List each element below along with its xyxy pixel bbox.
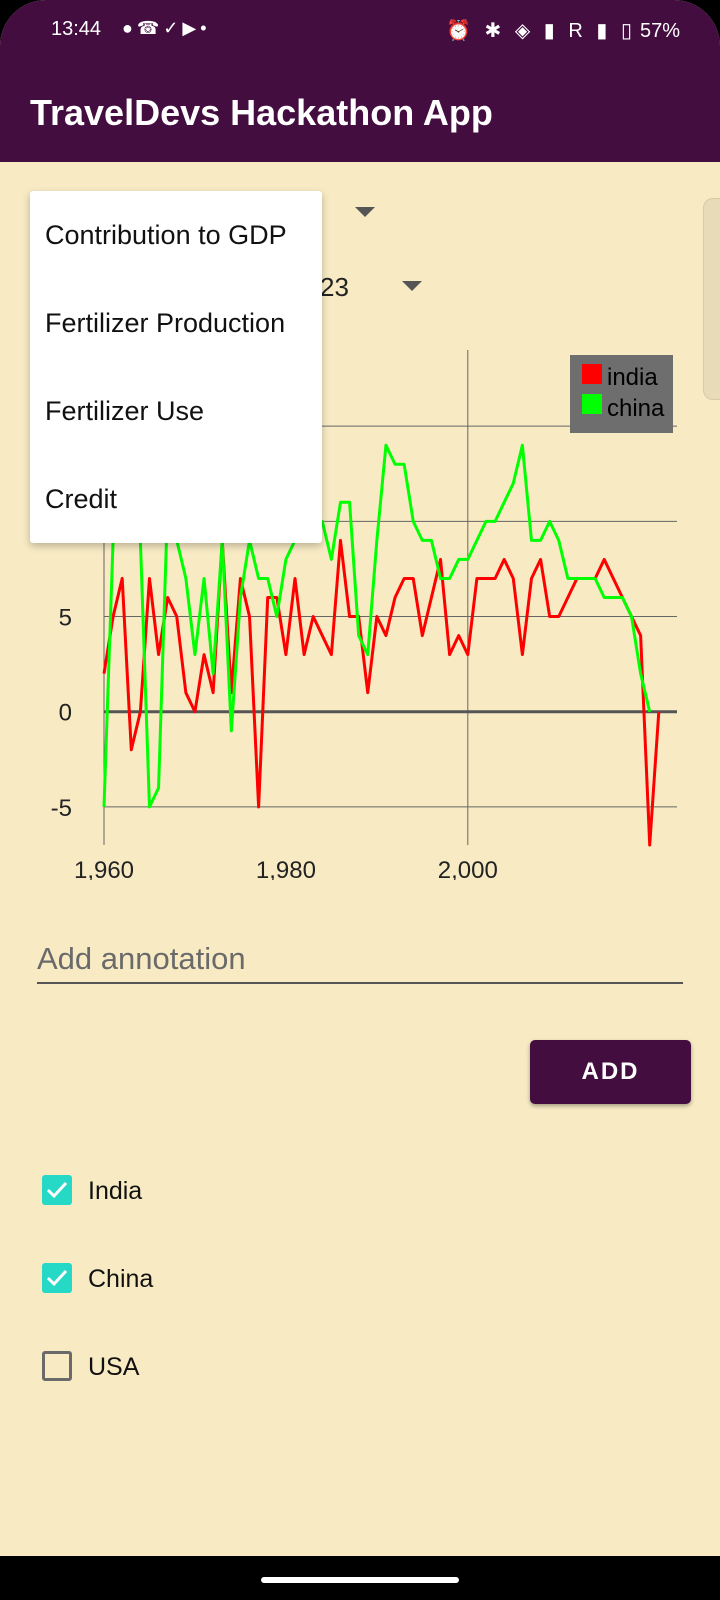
india-checkbox[interactable] bbox=[42, 1175, 72, 1205]
scrollbar[interactable] bbox=[703, 198, 720, 400]
spinner-arrow-icon[interactable] bbox=[355, 207, 375, 217]
add-button[interactable]: ADD bbox=[530, 1040, 691, 1104]
china-checkbox-label[interactable]: China bbox=[88, 1265, 154, 1293]
signal-icon: ▮ bbox=[543, 20, 555, 42]
usa-checkbox-label[interactable]: USA bbox=[88, 1353, 140, 1381]
check-circle-icon: ✓ bbox=[163, 18, 183, 38]
menu-item-contribution-gdp[interactable]: Contribution to GDP bbox=[45, 220, 287, 250]
check-icon bbox=[46, 1269, 68, 1287]
legend-label-india: india bbox=[607, 364, 658, 391]
legend-label-china: china bbox=[607, 395, 665, 422]
status-right: ⏰ ✱ ◈ ▮ R ▮ ▯ 57% bbox=[438, 18, 680, 43]
wifi-icon: ◈ bbox=[514, 20, 531, 42]
spinner-value[interactable]: 23 bbox=[320, 272, 349, 302]
notification-icons: ●☎✓▶• bbox=[122, 18, 211, 39]
x-tick-label: 1,960 bbox=[74, 857, 134, 880]
usa-checkbox[interactable] bbox=[42, 1351, 72, 1381]
alarm-icon: ⏰ bbox=[446, 20, 471, 42]
dropdown-menu: Contribution to GDP Fertilizer Productio… bbox=[30, 191, 322, 543]
home-gesture-bar[interactable] bbox=[261, 1577, 459, 1583]
roaming-indicator: R bbox=[568, 20, 583, 42]
y-tick-label: 0 bbox=[59, 700, 72, 727]
chart-legend: india china bbox=[570, 355, 673, 433]
x-tick-label: 1,980 bbox=[256, 857, 316, 880]
menu-item-credit[interactable]: Credit bbox=[45, 484, 118, 514]
status-time: 13:44 bbox=[51, 18, 102, 40]
whatsapp-icon: ☎ bbox=[136, 18, 164, 38]
india-checkbox-label[interactable]: India bbox=[88, 1177, 143, 1205]
status-bar: 13:44 ●☎✓▶• ⏰ ✱ ◈ ▮ R ▮ ▯ 57% bbox=[0, 12, 720, 52]
check-icon bbox=[46, 1181, 68, 1199]
legend-swatch-china bbox=[582, 394, 602, 414]
youtube-icon: ▶ bbox=[182, 18, 201, 38]
line-chart: 5 0 -5 1,960 1,980 2,000 india china bbox=[51, 350, 677, 880]
china-checkbox[interactable] bbox=[42, 1263, 72, 1293]
app-frame: 13:44 ●☎✓▶• ⏰ ✱ ◈ ▮ R ▮ ▯ 57% TravelDevs … bbox=[0, 0, 720, 1556]
legend-swatch-india bbox=[582, 364, 602, 384]
spinner-arrow-icon-2[interactable] bbox=[402, 281, 422, 291]
series-line-china bbox=[102, 443, 652, 809]
menu-item-fertilizer-use[interactable]: Fertilizer Use bbox=[45, 396, 205, 426]
y-tick-labels: 5 0 -5 bbox=[51, 605, 72, 822]
battery-icon: ▯ bbox=[620, 20, 632, 42]
dot-icon: • bbox=[200, 18, 211, 38]
y-tick-label: 5 bbox=[59, 605, 72, 632]
x-tick-labels: 1,960 1,980 2,000 bbox=[74, 857, 498, 880]
battery-level: 57% bbox=[639, 20, 680, 42]
x-tick-label: 2,000 bbox=[438, 857, 498, 880]
series-line-india bbox=[102, 538, 661, 847]
app-bar bbox=[0, 0, 720, 162]
page-title: TravelDevs Hackathon App bbox=[30, 92, 493, 133]
navigation-bar bbox=[0, 1556, 720, 1600]
menu-item-fertilizer-production[interactable]: Fertilizer Production bbox=[45, 308, 286, 338]
bluetooth-icon: ✱ bbox=[484, 20, 502, 42]
signal-icon-2: ▮ bbox=[596, 20, 608, 42]
chart-lines bbox=[102, 443, 661, 847]
annotation-input[interactable] bbox=[37, 936, 683, 984]
chat-bubble-icon: ● bbox=[122, 18, 137, 38]
y-tick-label: -5 bbox=[51, 795, 72, 822]
